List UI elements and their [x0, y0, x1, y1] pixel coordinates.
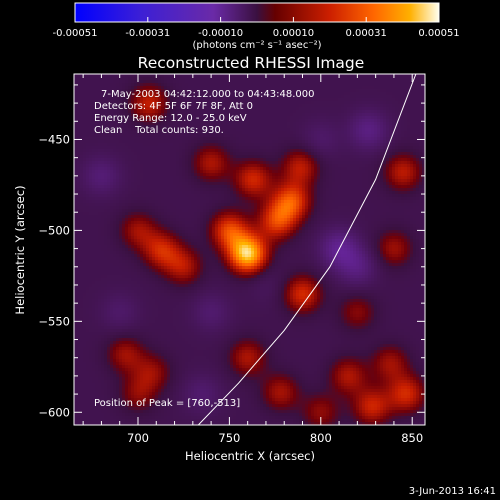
colorbar-tick-label: 0.00010 [273, 28, 314, 39]
heatmap [74, 74, 425, 425]
colorbar-tick-label: -0.00010 [198, 28, 243, 39]
annotation-time-range: 7-May-2003 04:42:12.000 to 04:43:48.000 [101, 89, 314, 100]
chart-title: Reconstructed RHESSI Image [138, 54, 365, 72]
colorbar-tick-labels: -0.00051 -0.00031 -0.00010 0.00010 0.00031 0.… [53, 28, 460, 39]
colorbar-label: (photons cm⁻² s⁻¹ asec⁻²) [192, 40, 321, 51]
annotation-peak-position: Position of Peak = [760,-513] [94, 398, 240, 409]
colorbar-tick-label: 0.00051 [418, 28, 459, 39]
x-axis: 700 750 800 850 [82, 74, 423, 445]
y-axis-label: Heliocentric Y (arcsec) [13, 185, 27, 314]
y-tick-label: −450 [38, 132, 70, 146]
generation-timestamp: 3-Jun-2013 16:41 [409, 486, 496, 497]
colorbar [74, 2, 440, 23]
annotation-clean-counts: Clean Total counts: 930. [94, 125, 224, 136]
x-tick-label: 850 [401, 431, 423, 445]
annotation-detectors: Detectors: 4F 5F 6F 7F 8F, Att 0 [94, 101, 253, 112]
colorbar-tick-label: -0.00031 [125, 28, 170, 39]
y-tick-label: −500 [38, 223, 70, 237]
x-tick-label: 700 [127, 431, 149, 445]
y-axis: −450 −500 −550 −600 [38, 84, 425, 419]
annotations: 7-May-2003 04:42:12.000 to 04:43:48.000 … [94, 89, 314, 409]
plot-frame [73, 73, 426, 426]
x-tick-label: 750 [218, 431, 240, 445]
x-tick-label: 800 [310, 431, 332, 445]
x-axis-label: Heliocentric X (arcsec) [185, 449, 315, 463]
annotation-energy-range: Energy Range: 12.0 - 25.0 keV [94, 113, 247, 124]
y-tick-label: −550 [38, 314, 70, 328]
colorbar-ticks [74, 17, 440, 22]
solar-limb-curve [197, 74, 417, 425]
y-tick-label: −600 [38, 405, 70, 419]
colorbar-tick-label: -0.00051 [53, 28, 98, 39]
colorbar-tick-label: 0.00031 [346, 28, 387, 39]
